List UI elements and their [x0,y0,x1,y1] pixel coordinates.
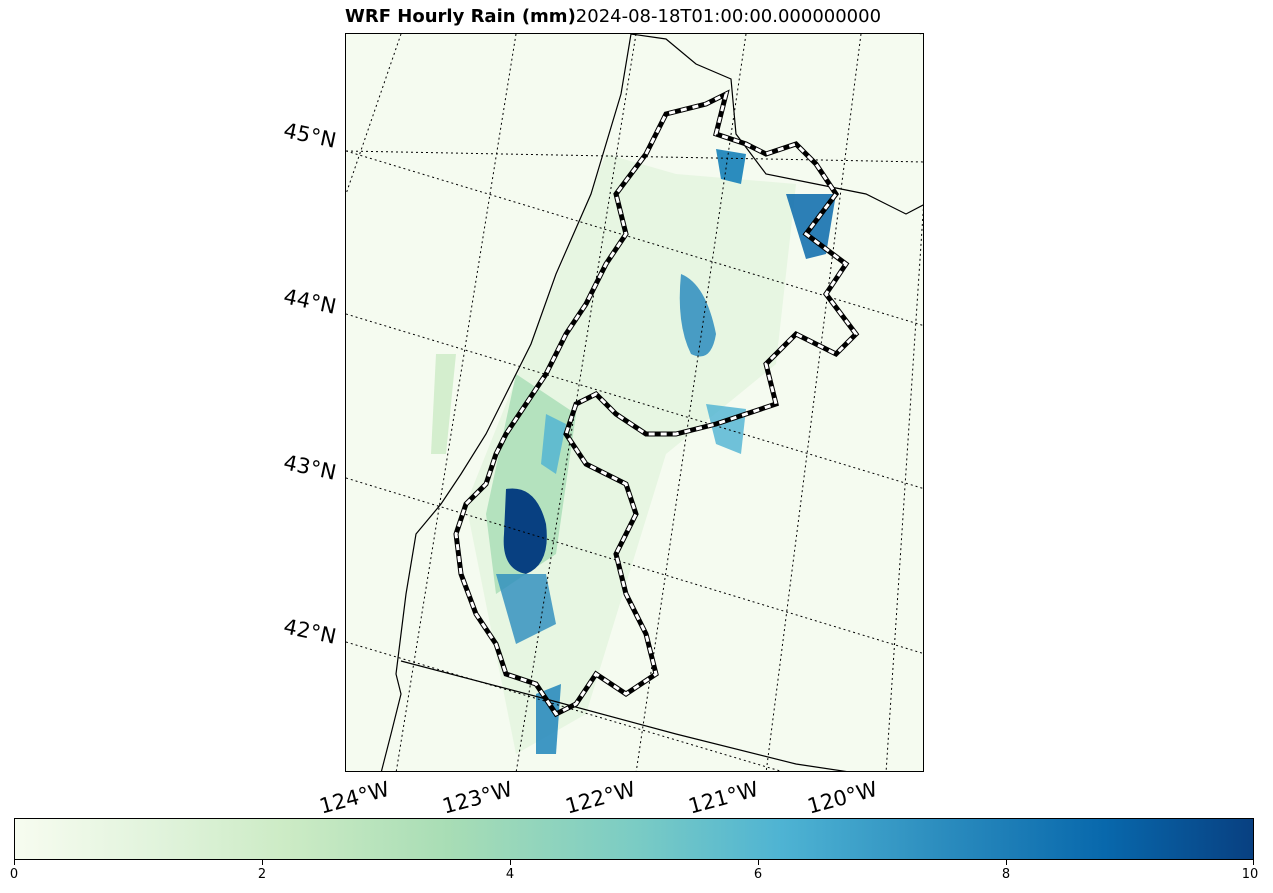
lat-label-45: 45°N [281,118,339,153]
lat-label-43: 43°N [281,450,339,485]
title-variable: WRF Hourly Rain (mm) [345,6,576,27]
colorbar-tick [510,860,511,865]
colorbar-label-6: 6 [753,867,763,882]
lon-label-121: 121°W [685,776,762,819]
colorbar-label-8: 8 [1001,867,1011,882]
rain-field [431,149,836,754]
lat-label-42: 42°N [281,614,339,649]
map-title: WRF Hourly Rain (mm)2024-08-18T01:00:00.… [345,6,945,27]
fire-perimeter [453,89,860,718]
colorbar [14,818,1254,860]
lon-label-124: 124°W [316,776,393,819]
colorbar-tick [14,860,15,865]
colorbar-tick [1253,860,1254,865]
colorbar-label-4: 4 [505,867,515,882]
colorbar-tick [1006,860,1007,865]
colorbar-label-10: 10 [1241,867,1259,882]
colorbar-tick [758,860,759,865]
graticule [346,34,923,771]
colorbar-tick [262,860,263,865]
lat-label-44: 44°N [281,284,339,319]
lon-label-120: 120°W [804,776,881,819]
map-panel[interactable] [345,33,924,772]
lon-label-123: 123°W [439,776,516,819]
colorbar-label-2: 2 [257,867,267,882]
title-timestamp: 2024-08-18T01:00:00.000000000 [575,6,882,27]
lon-label-122: 122°W [562,776,639,819]
borders [380,34,923,771]
colorbar-label-0: 0 [9,867,19,882]
map-canvas [346,34,923,771]
